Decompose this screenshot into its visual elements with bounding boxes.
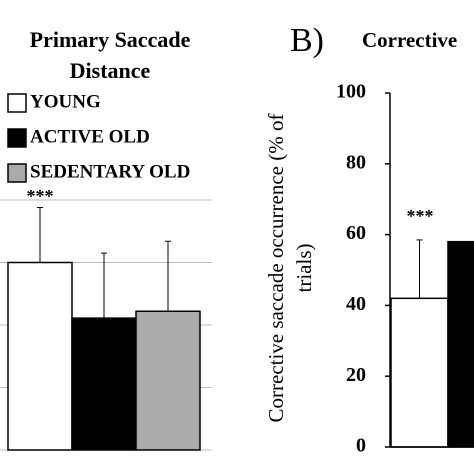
y-tick-label: 40	[346, 293, 366, 315]
annotation: ***	[407, 206, 434, 226]
y-tick-label: 20	[346, 364, 366, 386]
y-tick-label: 80	[346, 151, 366, 173]
bar	[447, 240, 474, 448]
legend-label: YOUNG	[30, 91, 101, 112]
y-tick-label: 0	[356, 435, 366, 457]
legend-swatch	[7, 128, 27, 148]
chart-title: Corrective	[362, 28, 458, 52]
bar	[7, 261, 73, 451]
legend-label: ACTIVE OLD	[30, 126, 150, 147]
panel-label: B)	[290, 22, 324, 59]
bar	[390, 297, 449, 448]
y-tick-label: 60	[346, 222, 366, 244]
legend-label: SEDENTARY OLD	[30, 161, 190, 182]
y-tick-label: 100	[336, 81, 366, 103]
bar	[135, 310, 201, 451]
annotation: ***	[27, 186, 54, 206]
chart-title: Primary Saccade Distance	[29, 27, 191, 83]
legend-swatch	[7, 93, 27, 113]
bar	[71, 317, 137, 451]
legend-swatch	[7, 163, 27, 183]
